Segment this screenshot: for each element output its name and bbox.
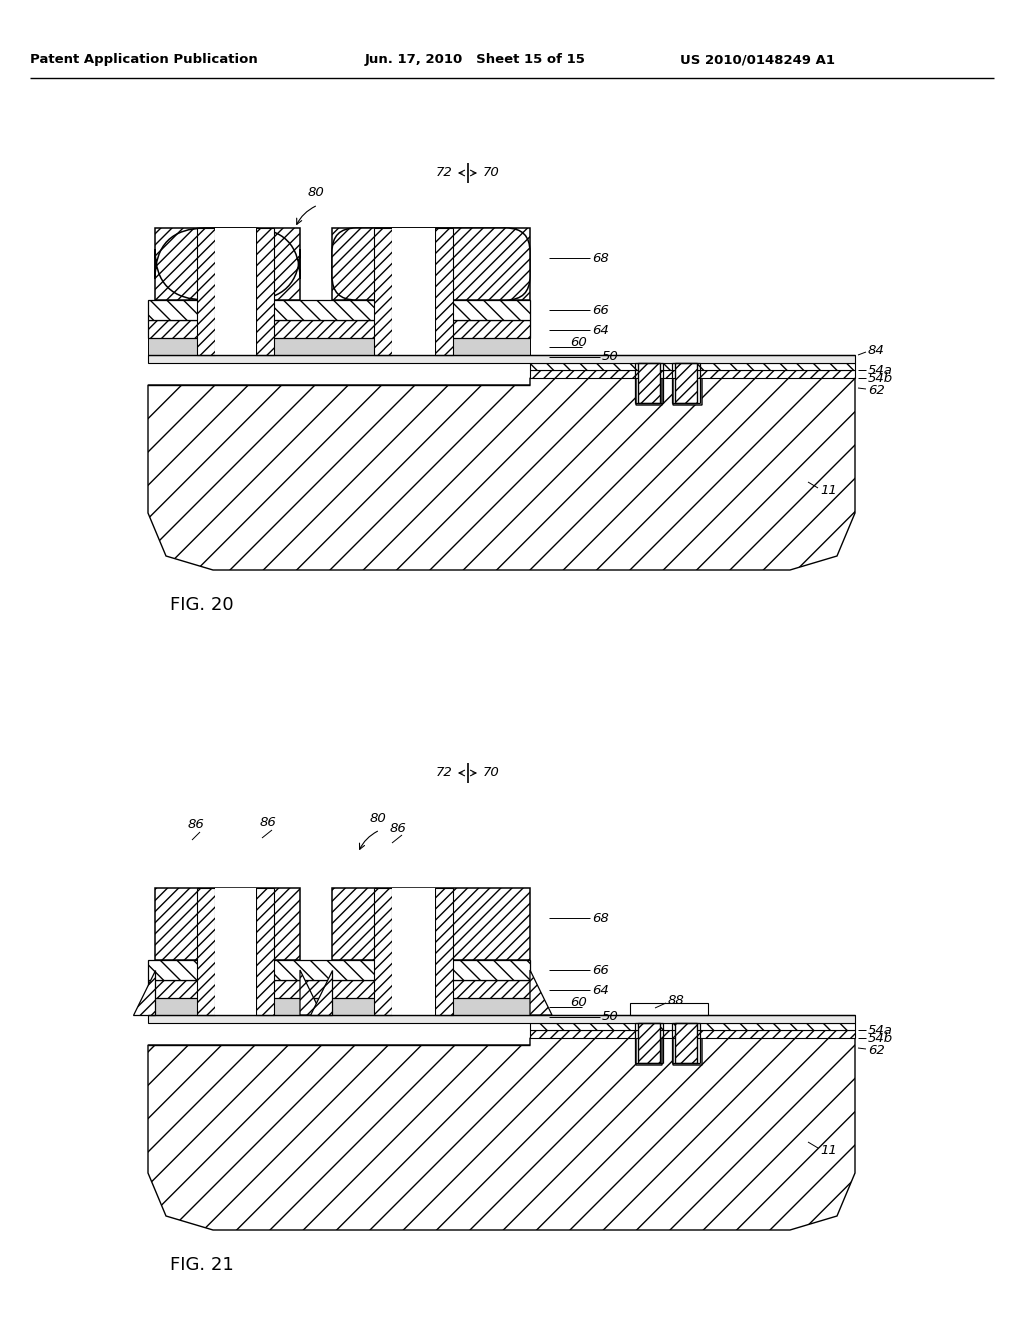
Polygon shape	[675, 363, 697, 403]
Polygon shape	[435, 888, 453, 1015]
Polygon shape	[332, 888, 530, 960]
Text: 80: 80	[308, 186, 325, 199]
Polygon shape	[148, 378, 855, 570]
Polygon shape	[675, 1023, 697, 1063]
Polygon shape	[530, 1023, 855, 1030]
Polygon shape	[374, 228, 392, 355]
Polygon shape	[148, 1038, 855, 1230]
Text: 50: 50	[602, 1011, 618, 1023]
Text: 11: 11	[820, 1143, 837, 1156]
Text: 66: 66	[592, 964, 608, 977]
Polygon shape	[148, 998, 530, 1015]
Text: 80: 80	[370, 812, 387, 825]
Polygon shape	[392, 228, 435, 355]
Text: 54b: 54b	[868, 372, 893, 385]
Text: 68: 68	[592, 252, 608, 264]
Text: 86: 86	[260, 817, 276, 829]
FancyBboxPatch shape	[155, 228, 300, 300]
Polygon shape	[530, 363, 855, 370]
Text: 84: 84	[868, 343, 885, 356]
Text: FIG. 21: FIG. 21	[170, 1257, 233, 1274]
Text: 60: 60	[570, 335, 587, 348]
Text: US 2010/0148249 A1: US 2010/0148249 A1	[680, 54, 835, 66]
Polygon shape	[197, 888, 215, 1015]
Text: 72: 72	[436, 166, 453, 180]
Polygon shape	[530, 370, 855, 378]
Text: 72: 72	[436, 767, 453, 780]
FancyBboxPatch shape	[332, 228, 530, 300]
Text: FIG. 20: FIG. 20	[170, 597, 233, 614]
Text: 54a: 54a	[868, 1023, 893, 1036]
Text: 70: 70	[483, 166, 500, 180]
Text: 62: 62	[868, 384, 885, 396]
Text: 64: 64	[592, 983, 608, 997]
Polygon shape	[638, 363, 660, 403]
Text: 62: 62	[868, 1044, 885, 1056]
Text: 11: 11	[820, 483, 837, 496]
Polygon shape	[530, 1030, 855, 1038]
Polygon shape	[638, 1023, 660, 1063]
Text: Patent Application Publication: Patent Application Publication	[30, 54, 258, 66]
Text: Jun. 17, 2010   Sheet 15 of 15: Jun. 17, 2010 Sheet 15 of 15	[365, 54, 586, 66]
Text: 54a: 54a	[868, 363, 893, 376]
Polygon shape	[215, 228, 256, 355]
Polygon shape	[148, 1015, 855, 1023]
Polygon shape	[148, 355, 855, 363]
Polygon shape	[148, 960, 530, 979]
Polygon shape	[332, 228, 530, 300]
Text: 86: 86	[390, 821, 407, 834]
Polygon shape	[310, 970, 332, 1015]
Text: 88: 88	[668, 994, 685, 1006]
Text: 70: 70	[483, 767, 500, 780]
Polygon shape	[215, 888, 256, 1015]
Polygon shape	[155, 228, 300, 300]
Polygon shape	[530, 970, 552, 1015]
Polygon shape	[148, 319, 530, 338]
Polygon shape	[630, 1003, 708, 1015]
Polygon shape	[148, 979, 530, 998]
Text: 86: 86	[188, 818, 205, 832]
Polygon shape	[256, 888, 274, 1015]
Polygon shape	[148, 300, 530, 319]
Polygon shape	[435, 228, 453, 355]
Polygon shape	[197, 228, 215, 355]
Polygon shape	[148, 338, 530, 355]
Text: 68: 68	[592, 912, 608, 924]
Text: 66: 66	[592, 304, 608, 317]
Polygon shape	[392, 888, 435, 1015]
Text: 50: 50	[602, 351, 618, 363]
Polygon shape	[374, 888, 392, 1015]
Text: 60: 60	[570, 995, 587, 1008]
Text: 64: 64	[592, 323, 608, 337]
Text: 54b: 54b	[868, 1032, 893, 1045]
Polygon shape	[300, 970, 322, 1015]
Polygon shape	[256, 228, 274, 355]
Polygon shape	[155, 888, 300, 960]
Polygon shape	[133, 970, 155, 1015]
